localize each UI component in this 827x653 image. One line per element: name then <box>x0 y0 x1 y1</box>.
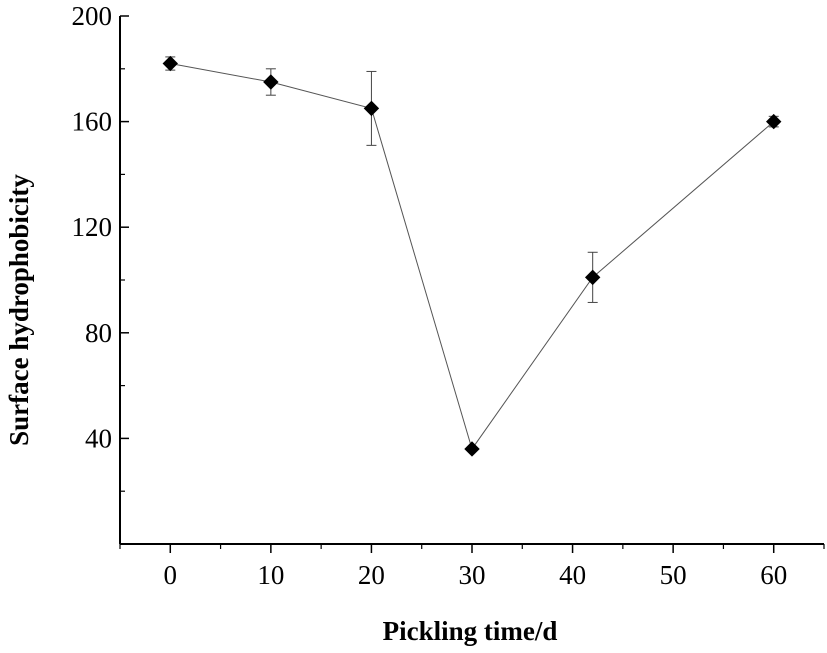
chart-axes: 40 80 120 160 200 0 10 20 30 40 50 60 <box>72 1 825 590</box>
y-tick-label: 160 <box>72 107 113 137</box>
y-tick-label: 80 <box>85 318 112 348</box>
y-axis-title: Surface hydrophobicity <box>4 174 34 446</box>
data-point <box>464 441 480 457</box>
data-point <box>584 269 601 286</box>
data-point <box>766 113 782 130</box>
data-point <box>162 55 178 72</box>
x-tick-label: 10 <box>257 560 284 590</box>
x-tick-label: 40 <box>559 560 586 590</box>
x-tick-label: 50 <box>660 560 687 590</box>
x-tick-label: 60 <box>760 560 787 590</box>
x-tick-label: 20 <box>358 560 385 590</box>
x-tick-label: 0 <box>164 560 178 590</box>
data-point <box>363 100 380 117</box>
x-axis-title: Pickling time/d <box>383 616 558 646</box>
y-tick-label: 40 <box>85 423 112 453</box>
x-tick-label: 30 <box>459 560 486 590</box>
series-layer <box>162 55 782 457</box>
data-point <box>263 74 279 90</box>
y-tick-label: 200 <box>72 1 113 31</box>
series-line <box>170 63 775 451</box>
y-tick-label: 120 <box>72 212 113 242</box>
